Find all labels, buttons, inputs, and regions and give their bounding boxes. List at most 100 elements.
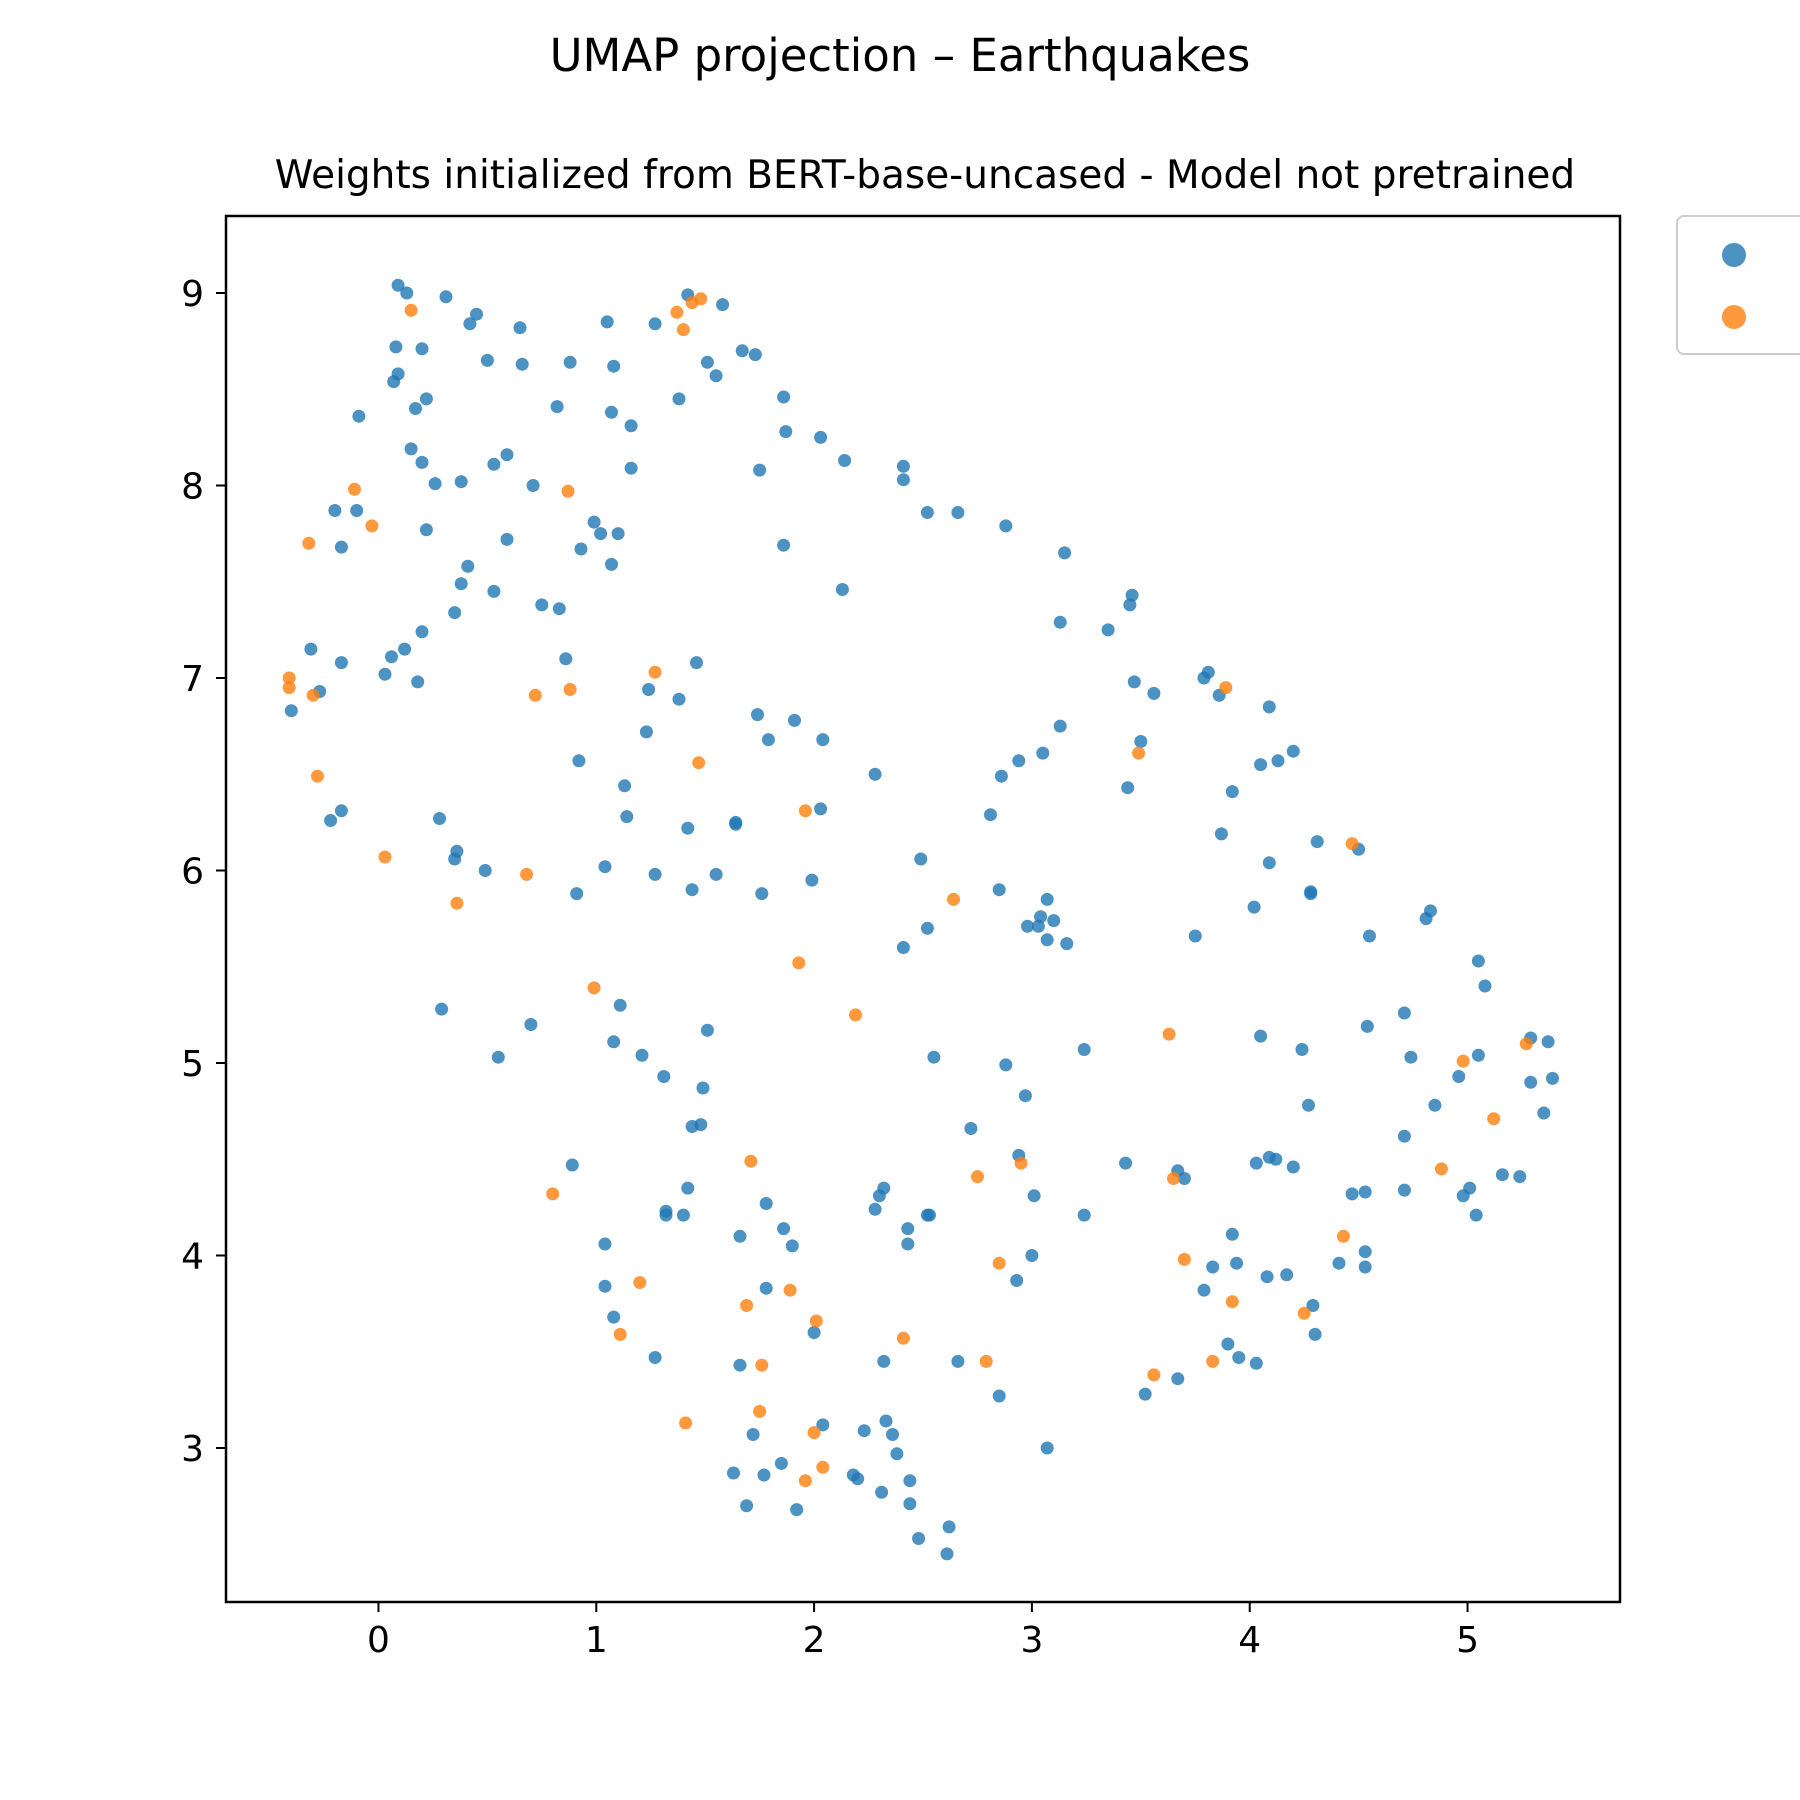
data-point-series-1 xyxy=(1262,856,1276,870)
data-point-series-1 xyxy=(1138,1387,1152,1401)
data-point-series-1 xyxy=(1345,1187,1359,1201)
data-point-series-1 xyxy=(1404,1050,1418,1064)
data-point-series-1 xyxy=(550,400,564,414)
data-point-series-1 xyxy=(890,1447,904,1461)
y-tick-label: 8 xyxy=(181,467,204,508)
data-point-series-2 xyxy=(849,1008,862,1022)
data-point-series-1 xyxy=(774,1456,788,1470)
data-point-series-1 xyxy=(999,519,1013,533)
data-point-series-1 xyxy=(951,1354,965,1368)
data-point-series-2 xyxy=(348,482,361,496)
data-point-series-1 xyxy=(470,307,483,321)
data-point-series-2 xyxy=(306,688,320,702)
data-point-series-2 xyxy=(798,804,812,818)
data-point-series-1 xyxy=(740,1499,754,1513)
data-point-series-1 xyxy=(1286,744,1300,758)
data-point-series-2 xyxy=(1177,1252,1191,1266)
x-tick-label: 3 xyxy=(1020,1620,1043,1661)
data-point-series-1 xyxy=(419,392,433,406)
data-point-series-1 xyxy=(1469,1208,1483,1222)
data-point-series-2 xyxy=(1014,1156,1028,1170)
data-point-series-2 xyxy=(792,956,806,970)
data-point-series-1 xyxy=(779,425,793,439)
data-point-series-1 xyxy=(912,1532,926,1545)
data-point-series-1 xyxy=(759,1197,773,1210)
data-point-series-1 xyxy=(620,810,634,824)
data-point-series-2 xyxy=(1297,1306,1311,1320)
data-point-series-1 xyxy=(478,864,492,877)
data-point-series-1 xyxy=(1010,1274,1024,1287)
data-point-series-1 xyxy=(1495,1168,1509,1182)
data-point-series-1 xyxy=(607,1310,621,1324)
data-point-series-1 xyxy=(1471,954,1485,968)
data-point-series-1 xyxy=(1232,1351,1246,1364)
data-point-series-1 xyxy=(746,1428,760,1441)
data-point-series-2 xyxy=(365,519,379,533)
data-point-series-1 xyxy=(727,1466,740,1480)
data-point-series-1 xyxy=(570,887,584,901)
data-point-series-1 xyxy=(777,538,791,552)
data-point-series-2 xyxy=(282,681,296,695)
data-point-series-1 xyxy=(814,430,828,444)
data-point-series-1 xyxy=(757,1468,771,1482)
data-point-series-1 xyxy=(624,461,638,475)
data-point-series-1 xyxy=(535,598,549,612)
data-point-series-1 xyxy=(389,340,403,354)
data-point-series-1 xyxy=(1546,1071,1559,1085)
data-point-series-1 xyxy=(378,667,392,681)
data-point-series-1 xyxy=(700,1023,714,1037)
data-point-series-1 xyxy=(648,1351,662,1364)
data-point-series-1 xyxy=(903,1497,917,1511)
data-point-series-1 xyxy=(992,1389,1006,1403)
data-point-series-1 xyxy=(896,941,910,954)
data-point-series-1 xyxy=(613,998,627,1012)
data-point-series-1 xyxy=(1119,1156,1133,1170)
data-point-series-1 xyxy=(1125,588,1139,602)
x-tick-label: 4 xyxy=(1238,1620,1261,1661)
data-point-series-1 xyxy=(454,577,468,591)
data-point-series-1 xyxy=(515,357,529,371)
data-point-series-1 xyxy=(1134,735,1148,748)
data-point-series-2 xyxy=(744,1154,758,1168)
data-point-series-2 xyxy=(809,1314,823,1328)
legend-marker-series-2 xyxy=(1722,305,1746,329)
data-point-series-1 xyxy=(435,1002,449,1016)
data-point-series-1 xyxy=(624,419,638,433)
data-point-series-1 xyxy=(696,1081,710,1095)
x-tick-label: 5 xyxy=(1456,1620,1479,1661)
data-point-series-1 xyxy=(605,405,618,419)
data-point-series-2 xyxy=(1519,1037,1533,1051)
data-point-series-1 xyxy=(1254,1029,1268,1043)
data-point-series-2 xyxy=(450,896,464,910)
data-point-series-1 xyxy=(1513,1170,1527,1184)
data-point-series-1 xyxy=(1360,1019,1374,1033)
data-point-series-1 xyxy=(896,459,910,473)
data-point-series-1 xyxy=(805,873,819,887)
data-point-series-2 xyxy=(282,671,296,685)
data-point-series-1 xyxy=(1047,914,1061,928)
data-point-series-1 xyxy=(1230,1256,1244,1270)
data-point-series-1 xyxy=(439,290,453,304)
data-point-series-2 xyxy=(816,1460,830,1474)
data-point-series-1 xyxy=(1254,758,1268,772)
data-point-series-2 xyxy=(807,1426,821,1440)
data-point-series-1 xyxy=(903,1474,917,1488)
data-point-series-1 xyxy=(729,817,743,831)
data-point-series-1 xyxy=(875,1485,889,1499)
data-point-series-1 xyxy=(1214,827,1228,841)
data-point-series-1 xyxy=(694,1118,708,1132)
data-point-series-2 xyxy=(633,1276,647,1289)
data-point-series-1 xyxy=(1295,1043,1309,1056)
data-point-series-1 xyxy=(598,860,612,874)
data-point-series-2 xyxy=(896,1331,910,1345)
data-point-series-1 xyxy=(1358,1245,1372,1259)
data-point-series-1 xyxy=(513,321,527,335)
chart-title: UMAP projection – Earthquakes xyxy=(550,29,1251,82)
data-point-series-1 xyxy=(1225,1227,1239,1241)
data-point-series-1 xyxy=(1012,754,1026,768)
data-point-series-1 xyxy=(1127,675,1141,689)
data-point-series-1 xyxy=(755,887,769,901)
data-point-series-2 xyxy=(1434,1162,1448,1176)
data-point-series-1 xyxy=(1308,1327,1322,1341)
data-point-series-1 xyxy=(716,298,730,312)
